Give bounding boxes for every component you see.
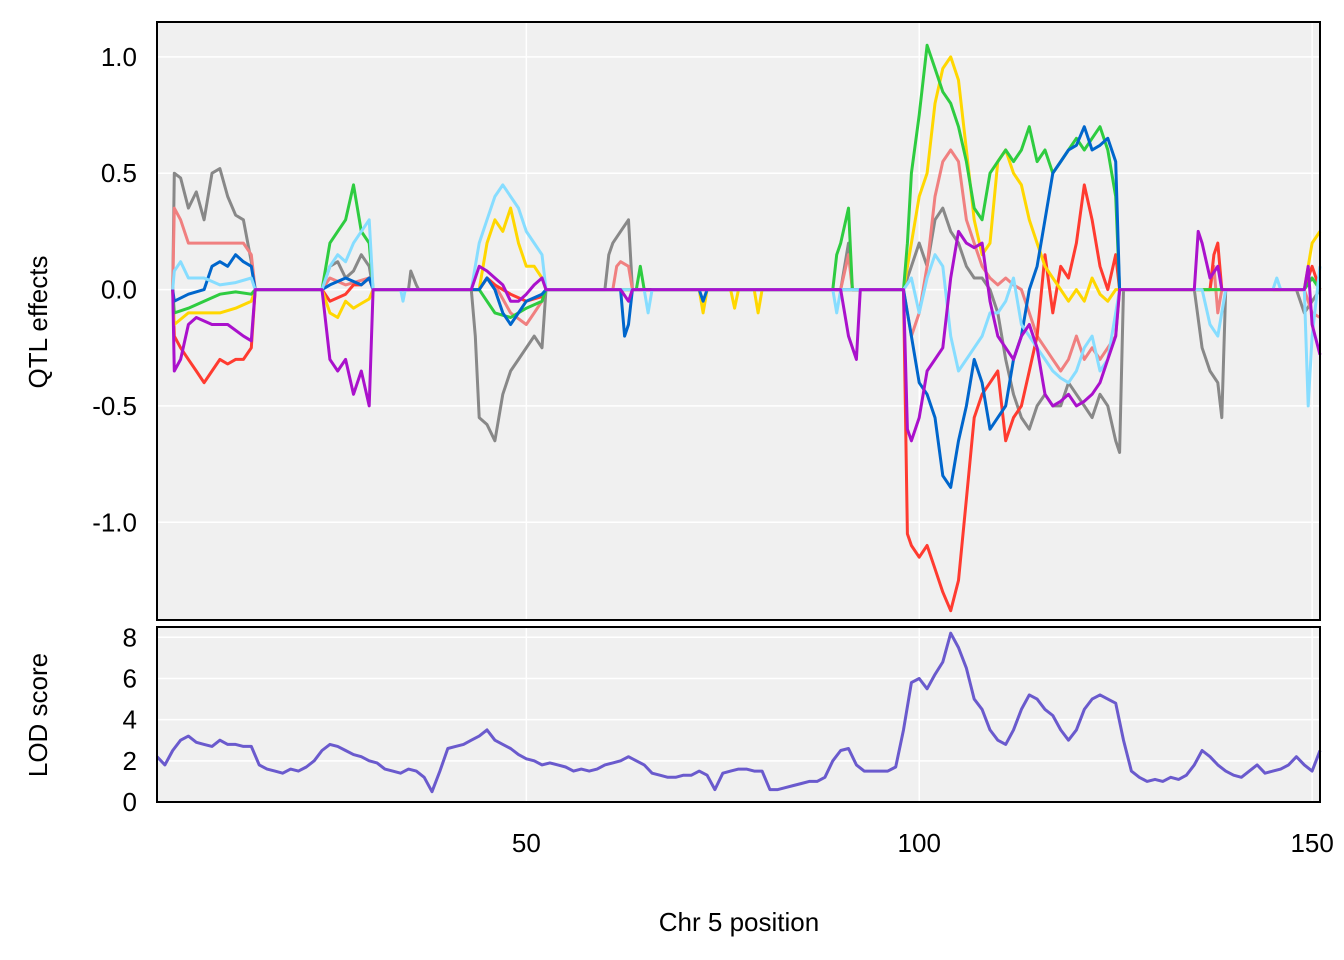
lod-series-line-0 <box>155 631 1322 794</box>
lod-y-tick-label: 2 <box>123 746 137 776</box>
effects-series-line-3 <box>171 55 1322 326</box>
effects-plot-frame <box>156 21 1321 621</box>
effects-series-line-7 <box>171 229 1322 443</box>
effects-y-tick-label: 1.0 <box>101 42 137 72</box>
effects-series-line-1 <box>171 148 1321 373</box>
effects-panel: 1.0 0.5 0.0 -0.5 -1.0 <box>92 21 1322 621</box>
effects-series-line-6 <box>171 183 1322 408</box>
lod-y-tick-label: 6 <box>123 663 137 693</box>
x-tick-label: 150 <box>1290 828 1333 858</box>
lod-panel: 8 6 4 2 0 <box>123 622 1322 817</box>
x-axis-title: Chr 5 position <box>659 907 819 937</box>
lod-y-axis-title: LOD score <box>23 653 53 777</box>
lod-plot-frame <box>156 626 1321 803</box>
x-tick-label: 50 <box>512 828 541 858</box>
effects-plot-background <box>157 22 1320 620</box>
lod-y-tick-label: 4 <box>123 705 137 735</box>
effects-y-axis-title: QTL effects <box>23 256 53 389</box>
effects-y-tick-label: 0.0 <box>101 275 137 305</box>
effects-y-tick-label: 0.5 <box>101 158 137 188</box>
effects-series-line-2 <box>171 183 1322 613</box>
x-tick-label: 100 <box>898 828 941 858</box>
lod-plot-background <box>157 627 1320 802</box>
lod-y-tick-label: 0 <box>123 787 137 817</box>
lod-y-tick-label: 8 <box>123 622 137 652</box>
effects-y-tick-label: -1.0 <box>92 507 137 537</box>
x-axis: 50 100 150 <box>512 828 1334 858</box>
effects-y-tick-label: -0.5 <box>92 391 137 421</box>
